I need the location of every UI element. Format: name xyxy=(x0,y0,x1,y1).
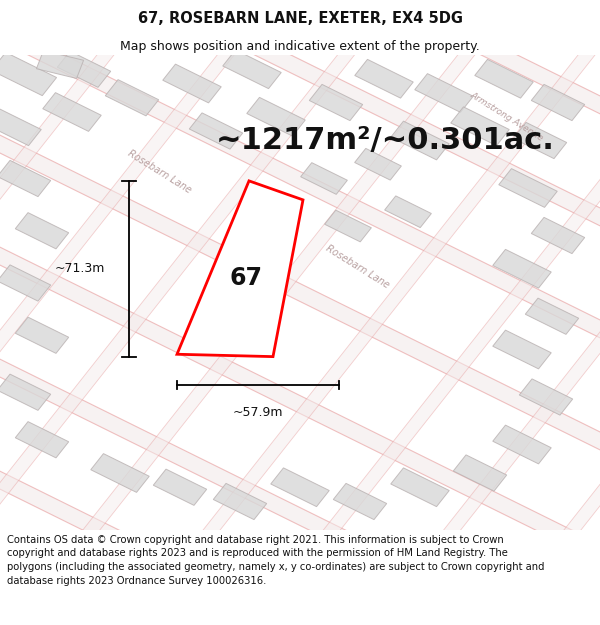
Polygon shape xyxy=(0,0,148,625)
Polygon shape xyxy=(153,469,207,506)
Polygon shape xyxy=(248,0,600,625)
Polygon shape xyxy=(531,84,585,121)
Polygon shape xyxy=(15,422,69,458)
Polygon shape xyxy=(163,64,221,103)
Polygon shape xyxy=(0,186,600,625)
Polygon shape xyxy=(391,468,449,507)
Polygon shape xyxy=(309,84,363,121)
Polygon shape xyxy=(0,0,600,238)
Polygon shape xyxy=(421,0,600,625)
Text: ~71.3m: ~71.3m xyxy=(55,262,105,275)
Polygon shape xyxy=(15,317,69,353)
Polygon shape xyxy=(223,50,281,89)
Polygon shape xyxy=(0,107,41,146)
Polygon shape xyxy=(15,213,69,249)
Polygon shape xyxy=(37,51,83,79)
Polygon shape xyxy=(0,0,321,625)
Polygon shape xyxy=(271,468,329,507)
Polygon shape xyxy=(91,454,149,493)
Polygon shape xyxy=(493,425,551,464)
Text: Rosebarn Lane: Rosebarn Lane xyxy=(125,148,193,195)
Polygon shape xyxy=(525,298,579,334)
Polygon shape xyxy=(0,52,56,96)
Text: Contains OS data © Crown copyright and database right 2021. This information is : Contains OS data © Crown copyright and d… xyxy=(7,535,545,586)
Text: Rosebarn Lane: Rosebarn Lane xyxy=(323,243,391,290)
Polygon shape xyxy=(415,74,473,112)
Text: Armstrong Avenue: Armstrong Avenue xyxy=(469,91,545,143)
Polygon shape xyxy=(451,107,509,146)
Polygon shape xyxy=(0,0,600,561)
Polygon shape xyxy=(189,113,243,149)
Polygon shape xyxy=(453,455,507,491)
Polygon shape xyxy=(162,0,600,625)
Text: Map shows position and indicative extent of the property.: Map shows position and indicative extent… xyxy=(120,39,480,52)
Polygon shape xyxy=(0,24,600,625)
Polygon shape xyxy=(355,148,401,180)
Text: ~57.9m: ~57.9m xyxy=(233,406,283,419)
Polygon shape xyxy=(0,265,51,301)
Polygon shape xyxy=(531,217,585,254)
Polygon shape xyxy=(0,0,494,625)
Polygon shape xyxy=(301,162,347,194)
Polygon shape xyxy=(0,0,581,625)
Polygon shape xyxy=(0,374,51,411)
Polygon shape xyxy=(247,98,305,136)
Text: 67: 67 xyxy=(229,266,263,290)
Polygon shape xyxy=(0,0,62,625)
Polygon shape xyxy=(0,105,600,625)
Polygon shape xyxy=(213,483,267,519)
Polygon shape xyxy=(493,249,551,288)
Polygon shape xyxy=(385,196,431,228)
Text: 67, ROSEBARN LANE, EXETER, EX4 5DG: 67, ROSEBARN LANE, EXETER, EX4 5DG xyxy=(137,11,463,26)
Polygon shape xyxy=(105,79,159,116)
Polygon shape xyxy=(57,51,111,88)
Polygon shape xyxy=(333,483,387,519)
Polygon shape xyxy=(493,330,551,369)
Polygon shape xyxy=(499,169,557,208)
Polygon shape xyxy=(43,92,101,131)
Polygon shape xyxy=(0,0,408,625)
Polygon shape xyxy=(177,181,303,357)
Polygon shape xyxy=(0,161,51,197)
Polygon shape xyxy=(0,0,600,399)
Polygon shape xyxy=(0,0,600,480)
Text: ~1217m²/~0.301ac.: ~1217m²/~0.301ac. xyxy=(216,126,555,155)
Polygon shape xyxy=(325,210,371,242)
Polygon shape xyxy=(475,59,533,98)
Polygon shape xyxy=(513,122,567,159)
Polygon shape xyxy=(391,121,449,160)
Polygon shape xyxy=(355,59,413,98)
Polygon shape xyxy=(75,0,600,625)
Polygon shape xyxy=(0,0,600,319)
Polygon shape xyxy=(519,379,573,415)
Polygon shape xyxy=(335,0,600,625)
Polygon shape xyxy=(0,0,235,625)
